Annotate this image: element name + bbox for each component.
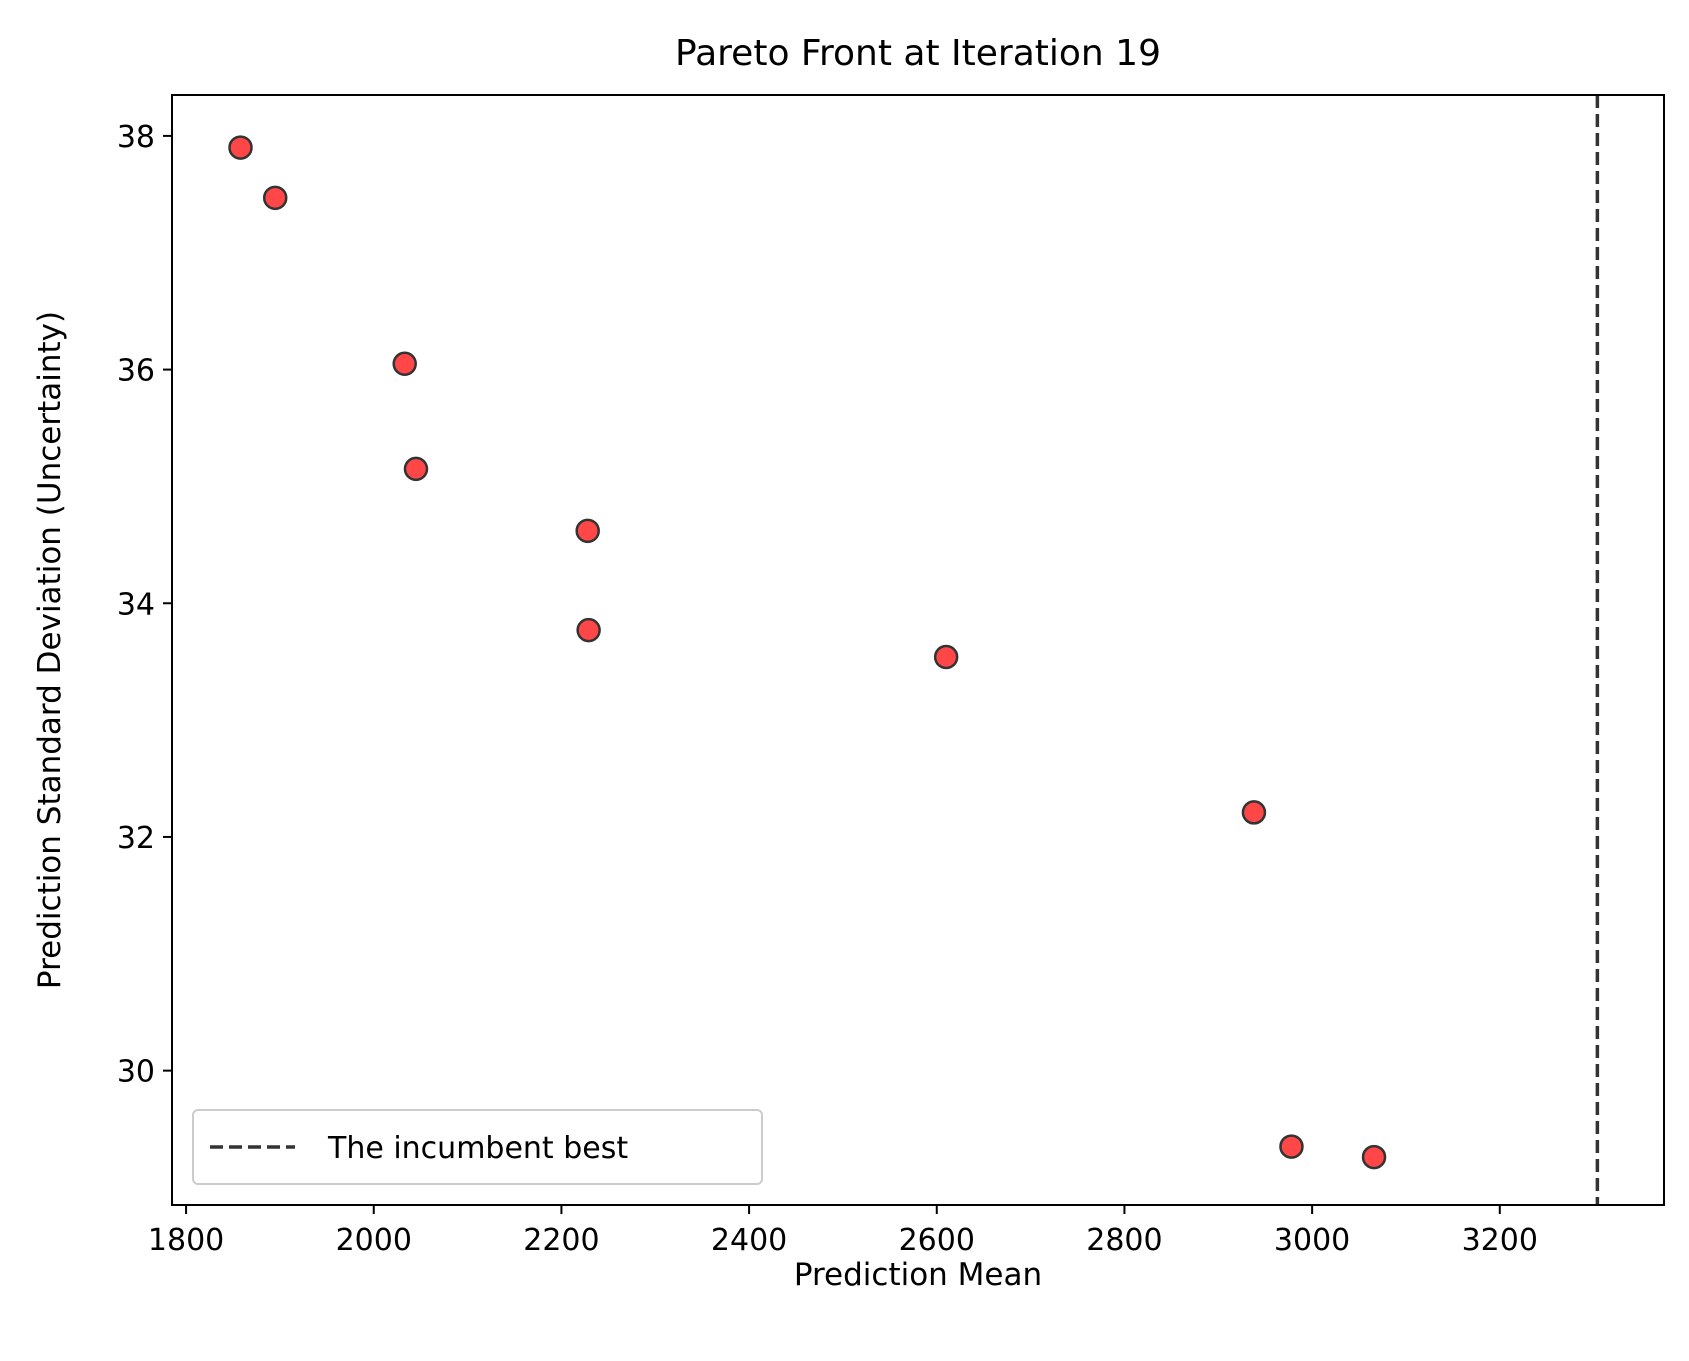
data-point [228, 135, 253, 160]
x-tick-label: 2400 [711, 1223, 787, 1258]
data-point [262, 185, 288, 211]
legend-label: The incumbent best [327, 1131, 628, 1166]
x-axis: 1800 2000 2200 2400 2600 2800 3000 3200 [148, 1205, 1538, 1258]
plot-area [228, 95, 1600, 1205]
x-tick-label: 2800 [1086, 1223, 1162, 1258]
data-point [1361, 1144, 1387, 1170]
x-tick-label: 2000 [336, 1223, 412, 1258]
legend: The incumbent best [192, 1109, 763, 1185]
data-point [576, 617, 601, 643]
y-tick-label: 34 [117, 587, 155, 622]
y-tick-label: 32 [117, 821, 155, 856]
x-tick-label: 2600 [899, 1223, 975, 1258]
data-point [933, 644, 959, 670]
data-point [392, 351, 417, 376]
data-point [575, 518, 600, 544]
data-point [1279, 1134, 1304, 1159]
legend-box [192, 1109, 763, 1185]
x-axis-label: Prediction Mean [794, 1257, 1042, 1293]
x-tick-label: 2200 [523, 1223, 599, 1258]
chart-title: Pareto Front at Iteration 19 [675, 33, 1161, 74]
y-tick-label: 36 [117, 354, 155, 389]
x-tick-label: 3000 [1274, 1223, 1350, 1258]
y-tick-label: 30 [117, 1055, 155, 1090]
data-point [403, 456, 429, 482]
y-axis: 30 32 34 36 38 [117, 120, 172, 1090]
data-point [1241, 800, 1267, 825]
x-tick-label: 3200 [1462, 1223, 1538, 1258]
y-axis-label: Prediction Standard Deviation (Uncertain… [32, 311, 68, 989]
y-tick-label: 38 [117, 120, 155, 155]
x-tick-label: 1800 [148, 1223, 224, 1258]
plot-frame [171, 94, 1665, 1206]
